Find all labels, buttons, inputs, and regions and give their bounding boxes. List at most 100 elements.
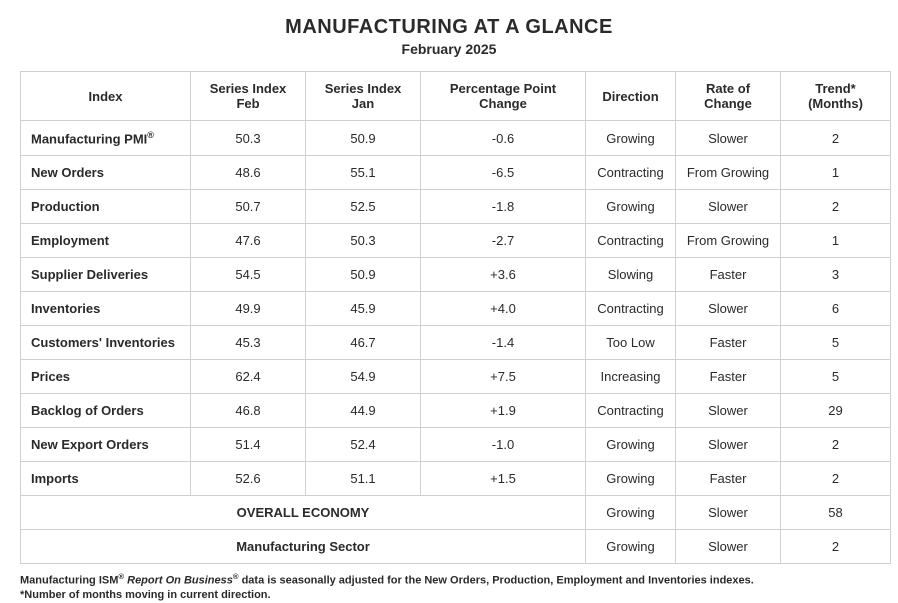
cell-feb: 45.3 bbox=[191, 326, 306, 360]
cell-jan: 50.3 bbox=[306, 224, 421, 258]
table-row: Prices62.454.9+7.5IncreasingFaster5 bbox=[21, 360, 891, 394]
cell-feb: 48.6 bbox=[191, 156, 306, 190]
cell-dir: Contracting bbox=[586, 156, 676, 190]
cell-rate: Faster bbox=[676, 462, 781, 496]
cell-feb: 54.5 bbox=[191, 258, 306, 292]
cell-jan: 44.9 bbox=[306, 394, 421, 428]
table-row: Employment47.650.3-2.7ContractingFrom Gr… bbox=[21, 224, 891, 258]
summary-rate: Slower bbox=[676, 530, 781, 564]
cell-ppc: -2.7 bbox=[421, 224, 586, 258]
footnote-line1-suffix: data is seasonally adjusted for the New … bbox=[239, 575, 754, 587]
cell-trend: 2 bbox=[781, 190, 891, 224]
table-row: Supplier Deliveries54.550.9+3.6SlowingFa… bbox=[21, 258, 891, 292]
cell-jan: 52.4 bbox=[306, 428, 421, 462]
table-row: Inventories49.945.9+4.0ContractingSlower… bbox=[21, 292, 891, 326]
cell-feb: 49.9 bbox=[191, 292, 306, 326]
cell-ppc: -6.5 bbox=[421, 156, 586, 190]
cell-feb: 50.3 bbox=[191, 121, 306, 156]
cell-ppc: -1.8 bbox=[421, 190, 586, 224]
cell-dir: Contracting bbox=[586, 394, 676, 428]
cell-dir: Increasing bbox=[586, 360, 676, 394]
cell-trend: 2 bbox=[781, 121, 891, 156]
cell-feb: 62.4 bbox=[191, 360, 306, 394]
footnote-line1-prefix: Manufacturing ISM bbox=[20, 575, 118, 587]
col-header-ppc: Percentage Point Change bbox=[421, 72, 586, 121]
cell-trend: 2 bbox=[781, 462, 891, 496]
cell-trend: 1 bbox=[781, 156, 891, 190]
cell-jan: 46.7 bbox=[306, 326, 421, 360]
cell-index: Backlog of Orders bbox=[21, 394, 191, 428]
cell-jan: 51.1 bbox=[306, 462, 421, 496]
table-row: New Orders48.655.1-6.5ContractingFrom Gr… bbox=[21, 156, 891, 190]
cell-dir: Growing bbox=[586, 462, 676, 496]
cell-trend: 5 bbox=[781, 326, 891, 360]
cell-ppc: +1.5 bbox=[421, 462, 586, 496]
cell-trend: 1 bbox=[781, 224, 891, 258]
summary-rate: Slower bbox=[676, 496, 781, 530]
cell-rate: Slower bbox=[676, 428, 781, 462]
page-subtitle: February 2025 bbox=[20, 41, 878, 57]
cell-ppc: +1.9 bbox=[421, 394, 586, 428]
cell-jan: 50.9 bbox=[306, 121, 421, 156]
cell-trend: 2 bbox=[781, 428, 891, 462]
cell-trend: 6 bbox=[781, 292, 891, 326]
cell-jan: 45.9 bbox=[306, 292, 421, 326]
glance-table: Index Series Index Feb Series Index Jan … bbox=[20, 71, 891, 564]
cell-dir: Growing bbox=[586, 190, 676, 224]
col-header-feb: Series Index Feb bbox=[191, 72, 306, 121]
cell-ppc: +3.6 bbox=[421, 258, 586, 292]
cell-feb: 47.6 bbox=[191, 224, 306, 258]
table-row: Manufacturing PMI®50.350.9-0.6GrowingSlo… bbox=[21, 121, 891, 156]
cell-rate: Faster bbox=[676, 258, 781, 292]
footnote: Manufacturing ISM® Report On Business® d… bbox=[20, 572, 878, 602]
summary-trend: 2 bbox=[781, 530, 891, 564]
cell-jan: 54.9 bbox=[306, 360, 421, 394]
summary-dir: Growing bbox=[586, 496, 676, 530]
cell-index: Manufacturing PMI® bbox=[21, 121, 191, 156]
cell-rate: Faster bbox=[676, 360, 781, 394]
footnote-line1-mid: Report On Business bbox=[124, 575, 233, 587]
page-title: MANUFACTURING AT A GLANCE bbox=[20, 16, 878, 39]
cell-feb: 50.7 bbox=[191, 190, 306, 224]
col-header-trend: Trend* (Months) bbox=[781, 72, 891, 121]
col-header-jan: Series Index Jan bbox=[306, 72, 421, 121]
cell-dir: Growing bbox=[586, 121, 676, 156]
cell-jan: 52.5 bbox=[306, 190, 421, 224]
col-header-direction: Direction bbox=[586, 72, 676, 121]
cell-ppc: -0.6 bbox=[421, 121, 586, 156]
cell-ppc: -1.4 bbox=[421, 326, 586, 360]
cell-trend: 5 bbox=[781, 360, 891, 394]
cell-index: New Orders bbox=[21, 156, 191, 190]
cell-rate: Slower bbox=[676, 394, 781, 428]
col-header-index: Index bbox=[21, 72, 191, 121]
cell-trend: 29 bbox=[781, 394, 891, 428]
table-row: Production50.752.5-1.8GrowingSlower2 bbox=[21, 190, 891, 224]
summary-row: OVERALL ECONOMYGrowingSlower58 bbox=[21, 496, 891, 530]
cell-dir: Growing bbox=[586, 428, 676, 462]
cell-index: Production bbox=[21, 190, 191, 224]
cell-jan: 50.9 bbox=[306, 258, 421, 292]
table-header-row: Index Series Index Feb Series Index Jan … bbox=[21, 72, 891, 121]
cell-rate: Faster bbox=[676, 326, 781, 360]
cell-ppc: +4.0 bbox=[421, 292, 586, 326]
cell-index: Employment bbox=[21, 224, 191, 258]
table-row: Customers' Inventories45.346.7-1.4Too Lo… bbox=[21, 326, 891, 360]
cell-rate: From Growing bbox=[676, 156, 781, 190]
cell-dir: Slowing bbox=[586, 258, 676, 292]
cell-rate: Slower bbox=[676, 190, 781, 224]
table-row: Backlog of Orders46.844.9+1.9Contracting… bbox=[21, 394, 891, 428]
cell-index: Inventories bbox=[21, 292, 191, 326]
cell-index: Imports bbox=[21, 462, 191, 496]
summary-trend: 58 bbox=[781, 496, 891, 530]
cell-rate: Slower bbox=[676, 292, 781, 326]
cell-jan: 55.1 bbox=[306, 156, 421, 190]
cell-feb: 51.4 bbox=[191, 428, 306, 462]
cell-dir: Too Low bbox=[586, 326, 676, 360]
cell-feb: 52.6 bbox=[191, 462, 306, 496]
cell-dir: Contracting bbox=[586, 292, 676, 326]
cell-ppc: +7.5 bbox=[421, 360, 586, 394]
cell-rate: Slower bbox=[676, 121, 781, 156]
table-row: Imports52.651.1+1.5GrowingFaster2 bbox=[21, 462, 891, 496]
cell-ppc: -1.0 bbox=[421, 428, 586, 462]
cell-index: Customers' Inventories bbox=[21, 326, 191, 360]
